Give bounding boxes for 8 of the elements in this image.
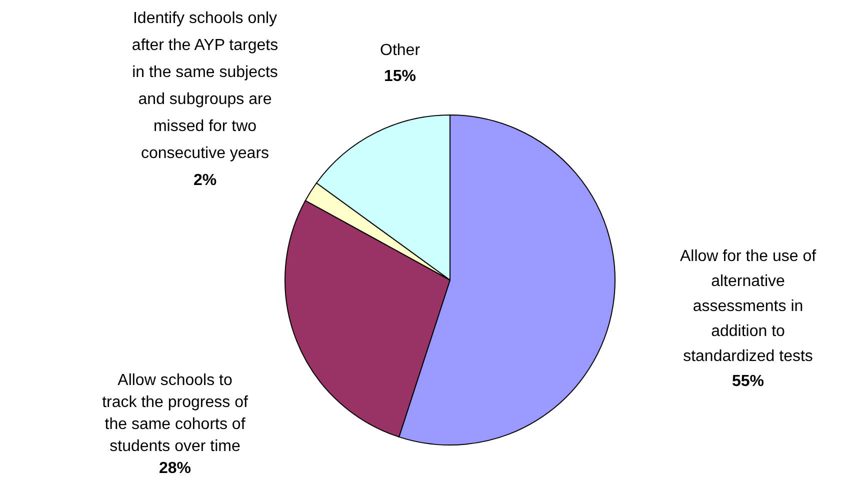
slice-label: Other xyxy=(380,42,421,59)
slice-label: Allow for the use of alternative assessments in addition to standardized tests xyxy=(680,248,817,365)
data-label: 55% xyxy=(732,373,764,390)
slice-label: Identify schools only after the AYP targets in the same subjects and subgroups are missed for two consecutive years xyxy=(132,10,278,162)
slice-label: Allow schools to track the progress of the same cohorts of students over time xyxy=(102,372,248,455)
data-label: 15% xyxy=(384,68,416,85)
data-label: 28% xyxy=(158,460,192,477)
data-label: 2% xyxy=(193,172,217,189)
